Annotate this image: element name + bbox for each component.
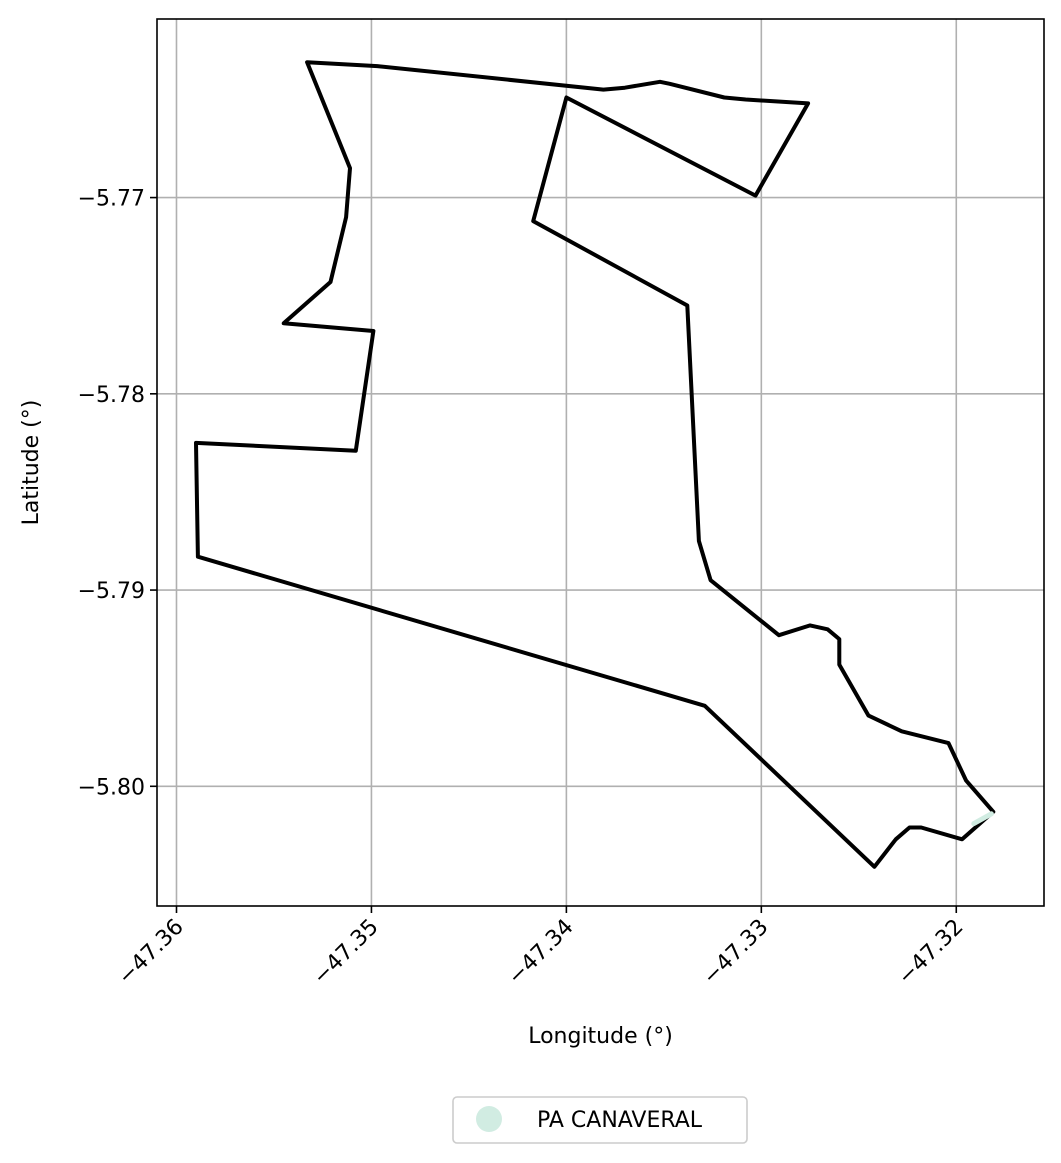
region-feature-0 [971,811,994,827]
y-tick-label-1: −5.78 [78,383,145,408]
polygon-layer [194,60,996,869]
gridlines [157,19,1044,906]
x-axis-title: Longitude (°) [528,1024,673,1049]
legend: PA CANAVERAL [452,1096,748,1144]
y-tick-label-2: −5.79 [78,579,145,604]
legend-label-pa-canaveral: PA CANAVERAL [537,1108,703,1133]
y-axis-title: Latitude (°) [19,400,44,526]
y-tick-label-0: −5.77 [78,187,145,212]
y-tick-label-3: −5.80 [78,775,145,800]
plot-frame [156,18,1045,907]
legend-box [452,1096,748,1144]
region-outline-0 [194,60,996,869]
legend-marker-pa-canaveral [476,1106,502,1132]
